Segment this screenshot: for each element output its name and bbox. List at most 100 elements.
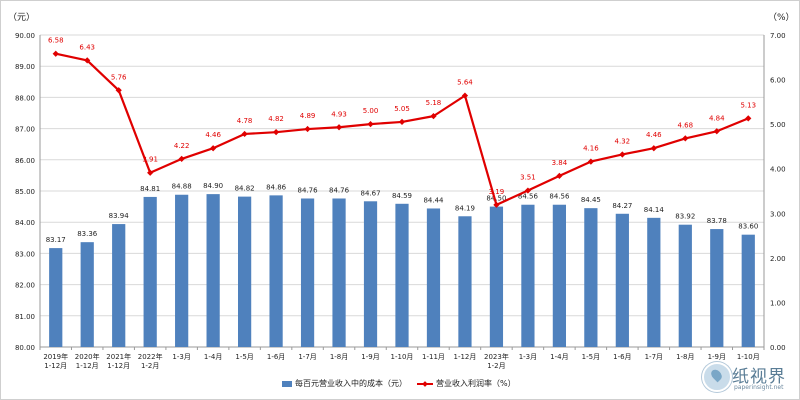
bar-value-label: 84.88	[172, 183, 192, 191]
margin-line	[55, 52, 749, 206]
bar	[49, 248, 63, 347]
bar-value-label: 84.27	[612, 202, 632, 210]
line-point	[52, 50, 59, 57]
legend-item-cost: 每百元营业收入中的成本（元）	[282, 378, 407, 389]
right-axis-tick: 5.00	[770, 121, 786, 129]
left-axis-tick: 89.00	[15, 63, 35, 71]
x-axis-label: 2019年	[43, 352, 68, 361]
bar-value-label: 84.56	[549, 193, 570, 201]
left-axis-tick: 81.00	[15, 313, 35, 321]
bar	[206, 194, 220, 347]
line-value-label: 5.13	[740, 101, 756, 109]
bar	[521, 204, 535, 347]
legend-label-margin: 营业收入利润率（%）	[436, 379, 516, 388]
right-axis-tick: 7.00	[770, 32, 786, 40]
line-point	[650, 145, 657, 152]
line-point	[210, 145, 217, 152]
left-axis-tick: 84.00	[15, 219, 35, 227]
left-axis-unit: （元）	[8, 13, 36, 23]
bar-value-label: 84.67	[360, 189, 380, 197]
bar-value-label: 84.19	[455, 204, 475, 212]
bar-value-label: 84.56	[518, 193, 539, 201]
x-axis-label: 1-12月	[454, 353, 477, 361]
x-axis-label: 1-7月	[298, 353, 316, 361]
bar	[112, 224, 126, 347]
bar	[363, 201, 378, 347]
bar	[300, 198, 315, 347]
line-value-label: 6.43	[79, 43, 95, 51]
x-axis-label: 1-5月	[235, 353, 253, 361]
line-value-label: 6.58	[48, 37, 64, 45]
x-axis-label: 2022年	[138, 352, 163, 361]
bar-value-label: 83.92	[675, 213, 695, 221]
x-axis-label: 2023年	[484, 352, 509, 361]
line-value-label: 4.84	[709, 114, 725, 122]
bar	[237, 196, 252, 347]
bar-value-label: 84.86	[266, 183, 287, 191]
x-axis-label: 2021年	[106, 352, 131, 361]
left-axis-tick: 82.00	[15, 282, 35, 290]
watermark-url: paperinsight.net	[734, 384, 784, 391]
line-point	[304, 125, 311, 133]
bar	[584, 208, 598, 347]
bar-value-label: 84.14	[644, 206, 665, 214]
x-axis-label: 1-12月	[44, 362, 67, 370]
line-value-label: 4.46	[646, 131, 662, 139]
line-value-label: 5.05	[394, 105, 410, 113]
bar	[426, 208, 441, 347]
x-axis-label: 1-5月	[582, 353, 600, 361]
x-axis-label: 1-9月	[361, 353, 379, 361]
bar	[647, 217, 661, 347]
bar-value-label: 83.60	[738, 223, 758, 231]
legend: 每百元营业收入中的成本（元） 营业收入利润率（%）	[282, 378, 526, 389]
x-axis-label: 1-11月	[422, 353, 445, 361]
left-axis-tick: 88.00	[15, 94, 35, 102]
x-axis-label: 1-4月	[550, 353, 568, 361]
left-axis-tick: 90.00	[15, 32, 35, 40]
right-axis-tick: 0.00	[770, 344, 786, 352]
bar	[678, 224, 692, 347]
x-axis-label: 1-2月	[487, 362, 505, 370]
bar-value-label: 84.45	[581, 196, 601, 204]
legend-line-swatch	[417, 380, 433, 388]
watermark-logo: 纸视界 paperinsight.net	[698, 360, 796, 396]
line-value-label: 4.68	[678, 121, 694, 129]
line-point	[745, 115, 752, 122]
line-value-label: 3.84	[552, 159, 568, 167]
line-point	[115, 87, 122, 94]
line-value-label: 5.00	[363, 107, 379, 115]
bar	[395, 203, 409, 347]
line-value-label: 4.93	[331, 110, 347, 118]
bar-value-label: 84.90	[203, 182, 223, 190]
x-axis-label: 1-10月	[391, 353, 414, 361]
x-axis-label: 1-12月	[76, 362, 99, 370]
line-value-label: 5.64	[457, 79, 473, 87]
x-axis-label: 1-2月	[141, 362, 159, 370]
bar	[458, 216, 472, 347]
x-axis-label: 1-3月	[519, 353, 537, 361]
line-value-label: 4.78	[237, 117, 253, 125]
bar-value-label: 83.36	[77, 230, 98, 238]
line-point	[147, 169, 154, 176]
x-axis-label: 1-9月	[708, 353, 726, 361]
line-value-label: 4.82	[268, 115, 284, 123]
bar	[332, 198, 346, 347]
line-value-label: 5.18	[426, 99, 442, 107]
line-point	[682, 135, 689, 142]
line-point	[619, 151, 626, 158]
bar-value-label: 84.50	[486, 195, 506, 203]
bar	[80, 242, 94, 347]
bar-value-label: 84.59	[392, 192, 412, 200]
bar-value-label: 84.81	[140, 185, 160, 193]
x-axis-label: 2020年	[75, 352, 100, 361]
left-axis-tick: 85.00	[15, 188, 35, 196]
x-axis-label: 1-10月	[737, 353, 760, 361]
line-point	[398, 118, 406, 126]
right-axis-tick: 3.00	[770, 210, 786, 218]
x-axis-label: 1-6月	[613, 353, 631, 361]
left-axis-tick: 83.00	[15, 250, 35, 258]
bar-value-label: 83.17	[46, 236, 66, 244]
bar-value-label: 84.44	[423, 196, 444, 204]
right-axis-unit: （%）	[768, 13, 795, 23]
